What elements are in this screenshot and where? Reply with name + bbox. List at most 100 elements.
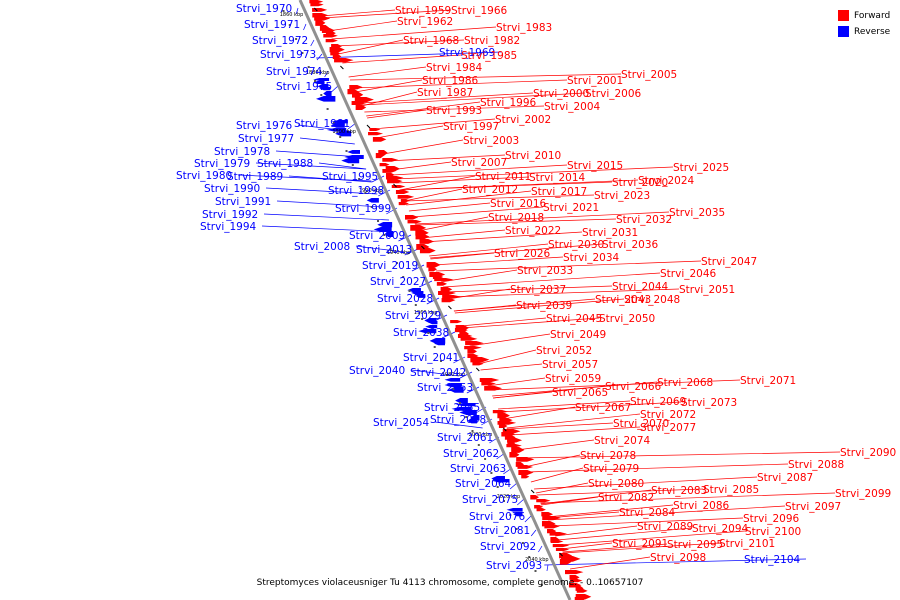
forward-gene	[481, 382, 496, 386]
minor-feature	[433, 346, 436, 348]
gene-label-strvi-2034: Strvi_2034	[563, 252, 620, 264]
gene-label-strvi-2075: Strvi_2075	[462, 494, 518, 506]
minor-feature	[515, 528, 518, 530]
gene-label-strvi-1971: Strvi_1971	[244, 19, 300, 31]
minor-feature	[370, 206, 373, 208]
gene-label-strvi-2076: Strvi_2076	[469, 511, 526, 523]
leader-line	[353, 79, 568, 89]
minor-feature	[534, 570, 537, 572]
forward-gene	[419, 248, 436, 254]
leader-line	[480, 363, 543, 371]
forward-gene	[536, 499, 551, 503]
leader-line	[383, 139, 464, 155]
gene-label-strvi-2058: Strvi_2058	[430, 414, 486, 426]
gene-label-strvi-1962: Strvi_1962	[397, 16, 453, 28]
forward-gene	[405, 215, 419, 220]
gene-label-strvi-2098: Strvi_2098	[650, 552, 706, 564]
leader-line	[419, 280, 433, 288]
gene-label-strvi-2082: Strvi_2082	[598, 492, 654, 504]
tick-mark	[340, 65, 344, 70]
gene-label-strvi-2036: Strvi_2036	[602, 239, 659, 251]
gene-label-strvi-2007: Strvi_2007	[451, 157, 507, 169]
reverse-gene	[335, 131, 352, 137]
leader-line	[261, 225, 395, 233]
gene-label-strvi-2095: Strvi_2095	[667, 539, 723, 551]
gene-label-strvi-2097: Strvi_2097	[785, 501, 841, 513]
leader-line	[445, 285, 613, 293]
leader-line	[509, 482, 518, 490]
forward-gene	[574, 597, 585, 600]
forward-gene	[544, 524, 560, 529]
leader-line	[316, 53, 323, 61]
forward-gene	[432, 275, 444, 279]
gene-label-strvi-2068: Strvi_2068	[657, 377, 713, 389]
leader-line	[360, 92, 534, 104]
forward-gene	[536, 508, 546, 512]
minor-feature	[477, 444, 480, 446]
gene-label-strvi-2041: Strvi_2041	[403, 352, 459, 364]
tick-mark	[448, 305, 452, 310]
minor-feature	[458, 402, 461, 404]
leader-line	[493, 391, 553, 399]
leader-line	[276, 200, 384, 208]
reverse-gene	[313, 78, 330, 82]
reverse-gene	[425, 325, 438, 329]
gene-label-strvi-2028: Strvi_2028	[377, 293, 433, 305]
leader-line	[415, 218, 617, 226]
gene-label-strvi-1994: Strvi_1994	[200, 221, 257, 233]
forward-gene	[516, 457, 535, 462]
gene-label-strvi-2023: Strvi_2023	[594, 190, 650, 202]
reverse-gene	[491, 479, 509, 483]
minor-feature	[288, 24, 291, 26]
gene-label-strvi-1983: Strvi_1983	[496, 22, 552, 34]
gene-label-strvi-2009: Strvi_2009	[349, 230, 405, 242]
forward-gene	[310, 3, 324, 7]
leader-line	[499, 401, 682, 413]
leader-line	[546, 504, 674, 518]
leader-line	[406, 190, 532, 206]
forward-gene	[570, 579, 583, 583]
leader-line	[498, 400, 631, 410]
gene-label-strvi-2067: Strvi_2067	[575, 402, 631, 414]
forward-gene	[434, 278, 454, 282]
gene-label-strvi-1977: Strvi_1977	[238, 133, 294, 145]
gene-label-strvi-2087: Strvi_2087	[757, 472, 813, 484]
reverse-gene	[373, 227, 392, 233]
leader-line	[550, 517, 744, 527]
leader-line	[372, 118, 496, 130]
gene-label-strvi-2027: Strvi_2027	[370, 276, 426, 288]
forward-gene	[467, 349, 478, 354]
forward-gene	[375, 153, 385, 159]
forward-gene	[355, 105, 367, 111]
leader-line	[459, 371, 473, 379]
leader-line	[334, 39, 465, 47]
leader-line	[461, 317, 600, 329]
leader-line	[447, 288, 680, 298]
forward-gene	[329, 47, 345, 53]
gene-label-strvi-2029: Strvi_2029	[385, 310, 441, 322]
gene-label-strvi-2003: Strvi_2003	[463, 135, 519, 147]
leader-line	[429, 243, 549, 257]
gene-label-strvi-2069: Strvi_2069	[630, 396, 686, 408]
tick-label: 1980 kbp	[442, 372, 466, 378]
leader-line	[434, 314, 448, 322]
leader-line	[538, 545, 543, 553]
reverse-gene	[330, 123, 345, 128]
reverse-gene	[341, 158, 360, 164]
gene-labels: Strvi_1970 Strvi_1971 Strvi_1972 Strvi_1973…	[176, 3, 896, 572]
leader-line	[453, 304, 517, 312]
reverse-gene	[319, 87, 331, 91]
tick-mark	[393, 183, 397, 188]
forward-gene	[534, 505, 544, 509]
gene-label-strvi-2033: Strvi_2033	[517, 265, 573, 277]
leader-line	[556, 527, 693, 541]
reverse-gene	[467, 418, 478, 424]
gene-label-strvi-1985: Strvi_1985	[461, 50, 517, 62]
leader-line	[546, 564, 549, 572]
forward-gene	[426, 262, 441, 268]
gene-label-strvi-2019: Strvi_2019	[362, 260, 418, 272]
gene-label-strvi-2073: Strvi_2073	[681, 397, 737, 409]
leader-line	[489, 379, 741, 391]
leader-line	[275, 150, 361, 158]
leader-line	[411, 206, 544, 218]
